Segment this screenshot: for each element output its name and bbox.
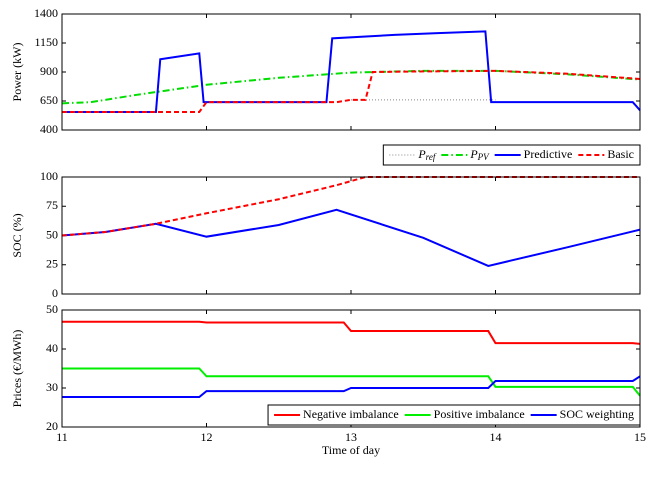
legend-label: Predictive bbox=[524, 147, 573, 161]
y-tick-label: 400 bbox=[40, 122, 58, 136]
legend: Negative imbalance Positive imbalance SOC … bbox=[267, 404, 641, 426]
y-axis-label: SOC (%) bbox=[10, 213, 24, 257]
series-line bbox=[61, 176, 640, 237]
y-tick-label: 25 bbox=[46, 257, 58, 271]
x-tick-label: 14 bbox=[490, 430, 502, 444]
y-tick-label: 20 bbox=[46, 419, 58, 433]
series-line bbox=[62, 320, 641, 345]
y-tick-label: 0 bbox=[52, 286, 58, 300]
y-tick-label: 1150 bbox=[34, 35, 58, 49]
legend-label: PPV bbox=[469, 147, 490, 162]
y-tick-label: 40 bbox=[46, 341, 58, 355]
legend-label: Negative imbalance bbox=[303, 407, 399, 421]
legend: Pref PPV Predictive Basic bbox=[382, 144, 641, 166]
legend-box bbox=[267, 404, 641, 426]
y-tick-label: 30 bbox=[46, 380, 58, 394]
series-line bbox=[61, 208, 641, 267]
series-line bbox=[62, 367, 641, 397]
legend-label: Positive imbalance bbox=[434, 407, 525, 421]
plot-frame bbox=[61, 176, 641, 295]
x-tick-label: 13 bbox=[345, 430, 357, 444]
x-tick-label: 11 bbox=[56, 430, 68, 444]
y-tick-label: 1400 bbox=[34, 6, 58, 20]
x-axis-label: Time of day bbox=[322, 443, 380, 457]
y-tick-label: 50 bbox=[46, 227, 58, 241]
y-tick-label: 50 bbox=[46, 302, 58, 316]
x-tick-label: 12 bbox=[201, 430, 213, 444]
plot-frame bbox=[61, 309, 641, 428]
plot-frame bbox=[61, 13, 641, 131]
legend-label: Pref bbox=[417, 147, 437, 162]
y-tick-label: 75 bbox=[46, 198, 58, 212]
x-tick-label: 15 bbox=[634, 430, 646, 444]
legend-label: Basic bbox=[607, 147, 634, 161]
y-tick-label: 900 bbox=[40, 64, 58, 78]
series-line bbox=[62, 69, 641, 114]
y-tick-label: 100 bbox=[40, 169, 58, 183]
y-tick-label: 650 bbox=[40, 93, 58, 107]
y-axis-label: Power (kW) bbox=[10, 43, 24, 102]
series-line bbox=[62, 30, 641, 114]
plot-area bbox=[62, 177, 640, 294]
series-line bbox=[62, 375, 641, 398]
legend-label: SOC weighting bbox=[560, 407, 634, 421]
y-axis-label: Prices (€/MWh) bbox=[10, 330, 24, 408]
